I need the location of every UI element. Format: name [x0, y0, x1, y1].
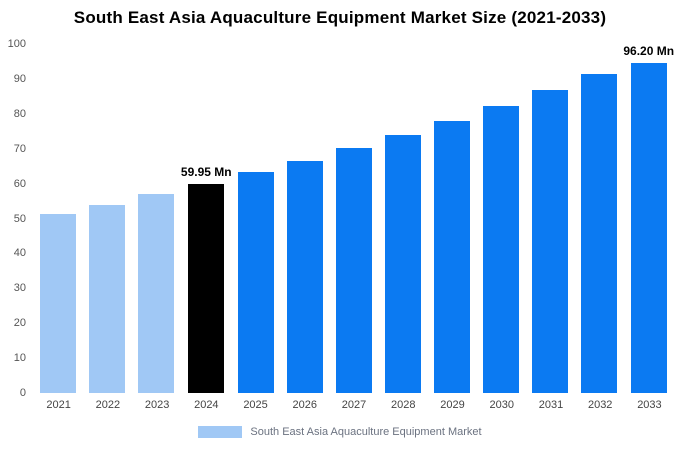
- bar-2024[interactable]: [188, 183, 225, 393]
- y-tick-label: 100: [7, 38, 26, 50]
- bar-column: [379, 44, 428, 393]
- y-tick-label: 70: [13, 142, 26, 155]
- bar-column: [232, 44, 281, 393]
- x-axis: 2021 2022 2023 2024 2025 2026 2027 2028 2029 2030…: [34, 399, 674, 411]
- x-tick-label: 2023: [144, 399, 170, 411]
- y-axis: 0 10 20 30 40 50 60 70 80 90 100: [0, 38, 30, 399]
- plot-area: 59.95 Mn 96.20 Mn: [34, 44, 674, 393]
- bar-2023[interactable]: [138, 194, 175, 393]
- bar-column: [132, 44, 181, 393]
- y-tick-label: 0: [19, 387, 26, 399]
- x-tick-label: 2029: [440, 399, 465, 411]
- bar-2022[interactable]: [89, 204, 126, 393]
- y-tick-label: 20: [13, 317, 26, 330]
- x-tick-label: 2028: [391, 399, 416, 411]
- x-tick-label: 2030: [489, 399, 514, 411]
- bar-column: 59.95 Mn: [181, 44, 232, 393]
- legend-swatch-icon: [198, 426, 243, 438]
- legend-label: South East Asia Aquaculture Equipment Ma…: [250, 426, 482, 438]
- bar-column: [525, 44, 574, 393]
- legend-item[interactable]: South East Asia Aquaculture Equipment Ma…: [0, 426, 680, 438]
- y-tick-label: 10: [13, 352, 26, 365]
- y-tick-label: 50: [13, 212, 26, 225]
- bar-2030[interactable]: [482, 106, 519, 393]
- bar-column: [574, 44, 623, 393]
- x-tick-label: 2025: [243, 399, 268, 411]
- bar-2029[interactable]: [433, 120, 470, 393]
- bar-value-label: 96.20 Mn: [623, 44, 675, 58]
- bar-2033[interactable]: [630, 63, 667, 393]
- x-tick-label: 2022: [95, 399, 121, 411]
- x-tick-label: 2033: [637, 399, 662, 411]
- bar-2031[interactable]: [531, 90, 568, 393]
- bar-column: [281, 44, 330, 393]
- x-tick-label: 2032: [587, 399, 613, 411]
- y-tick-label: 60: [13, 177, 26, 190]
- bar-2026[interactable]: [287, 160, 324, 393]
- bar-2021[interactable]: [40, 214, 77, 393]
- x-tick-label: 2026: [292, 399, 318, 411]
- bar-column: [34, 44, 83, 393]
- x-tick-label: 2024: [194, 399, 219, 411]
- bar-column: [476, 44, 525, 393]
- y-tick-label: 40: [13, 247, 26, 260]
- bar-2027[interactable]: [336, 148, 373, 393]
- bar-2032[interactable]: [580, 74, 617, 393]
- bar-2028[interactable]: [385, 134, 421, 393]
- chart-title: South East Asia Aquaculture Equipment Ma…: [73, 8, 607, 27]
- y-tick-label: 30: [13, 282, 26, 295]
- y-tick-label: 90: [13, 72, 26, 85]
- bar-column: 96.20 Mn: [623, 44, 674, 393]
- x-tick-label: 2021: [46, 399, 71, 411]
- bar-2025[interactable]: [238, 172, 275, 393]
- y-tick-label: 80: [13, 107, 26, 120]
- bar-column: [330, 44, 379, 393]
- bar-column: [427, 44, 476, 393]
- x-tick-label: 2027: [341, 399, 367, 411]
- bar-value-label: 59.95 Mn: [180, 164, 232, 179]
- x-tick-label: 2031: [538, 399, 564, 411]
- bar-column: [83, 44, 132, 393]
